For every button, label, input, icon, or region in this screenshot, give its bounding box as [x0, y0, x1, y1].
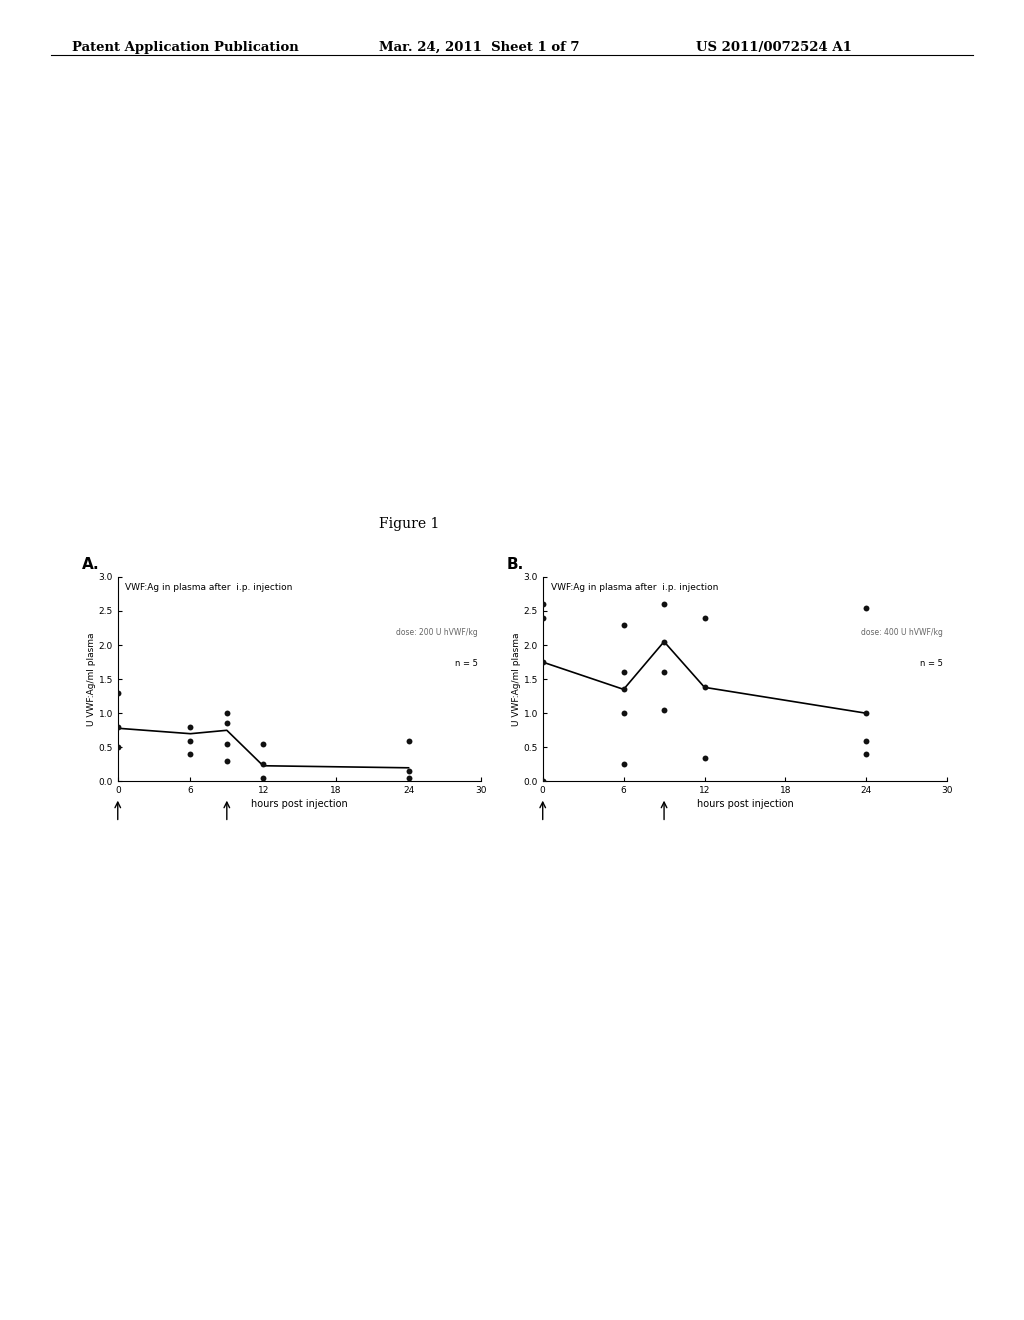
Point: [182, 717, 199, 738]
Point: [182, 730, 199, 751]
Point: [656, 594, 673, 615]
Y-axis label: U VWF:Ag/ml plasma: U VWF:Ag/ml plasma: [87, 632, 96, 726]
Point: [255, 767, 271, 788]
Point: [400, 730, 417, 751]
Point: [858, 730, 874, 751]
X-axis label: hours post injection: hours post injection: [696, 800, 794, 809]
Text: VWF:Ag in plasma after  i.p. injection: VWF:Ag in plasma after i.p. injection: [125, 583, 293, 591]
Point: [110, 737, 126, 758]
Point: [858, 743, 874, 764]
Point: [615, 661, 632, 682]
Point: [255, 734, 271, 755]
Text: VWF:Ag in plasma after  i.p. injection: VWF:Ag in plasma after i.p. injection: [551, 583, 718, 591]
X-axis label: hours post injection: hours post injection: [251, 800, 348, 809]
Point: [219, 734, 236, 755]
Text: Patent Application Publication: Patent Application Publication: [72, 41, 298, 54]
Text: B.: B.: [507, 557, 524, 572]
Point: [219, 713, 236, 734]
Text: Figure 1: Figure 1: [380, 516, 439, 531]
Text: US 2011/0072524 A1: US 2011/0072524 A1: [696, 41, 852, 54]
Point: [696, 607, 713, 628]
Point: [858, 597, 874, 618]
Point: [615, 754, 632, 775]
Point: [535, 594, 551, 615]
Point: [219, 702, 236, 723]
Point: [656, 631, 673, 652]
Point: [656, 700, 673, 721]
Point: [255, 754, 271, 775]
Point: [400, 760, 417, 781]
Point: [535, 607, 551, 628]
Point: [110, 717, 126, 738]
Text: dose: 200 U hVWF/kg: dose: 200 U hVWF/kg: [396, 628, 477, 638]
Text: Mar. 24, 2011  Sheet 1 of 7: Mar. 24, 2011 Sheet 1 of 7: [379, 41, 580, 54]
Point: [535, 652, 551, 673]
Text: n = 5: n = 5: [455, 659, 477, 668]
Point: [615, 678, 632, 700]
Point: [615, 614, 632, 635]
Point: [219, 750, 236, 771]
Y-axis label: U VWF:Ag/ml plasma: U VWF:Ag/ml plasma: [512, 632, 521, 726]
Point: [656, 661, 673, 682]
Point: [110, 682, 126, 704]
Text: n = 5: n = 5: [921, 659, 943, 668]
Point: [535, 771, 551, 792]
Point: [182, 743, 199, 764]
Point: [615, 702, 632, 723]
Text: dose: 400 U hVWF/kg: dose: 400 U hVWF/kg: [861, 628, 943, 638]
Point: [696, 747, 713, 768]
Point: [696, 677, 713, 698]
Point: [858, 702, 874, 723]
Point: [400, 767, 417, 788]
Text: A.: A.: [82, 557, 99, 572]
